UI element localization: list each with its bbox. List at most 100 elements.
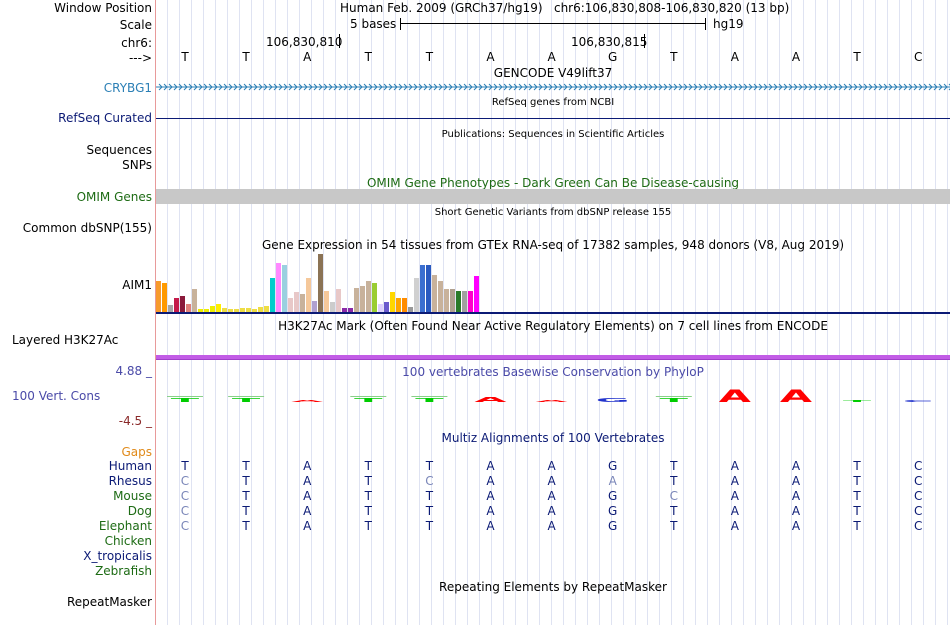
- gtex-tissue-bar[interactable]: [402, 298, 407, 313]
- gtex-tissue-bar[interactable]: [330, 302, 335, 313]
- gtex-tissue-bar[interactable]: [360, 286, 365, 313]
- strand-chevron: [563, 83, 568, 91]
- gtex-title[interactable]: Gene Expression in 54 tissues from GTEx …: [261, 238, 845, 252]
- strand-chevron: [333, 83, 338, 91]
- refseq-gene-line[interactable]: [156, 118, 950, 119]
- omim-label[interactable]: OMIM Genes: [76, 190, 152, 204]
- gencode-title[interactable]: GENCODE V49lift37: [493, 66, 613, 80]
- refseq-label[interactable]: RefSeq Curated: [58, 111, 152, 125]
- gtex-tissue-bar[interactable]: [450, 289, 455, 313]
- gtex-tissue-bar[interactable]: [408, 307, 413, 313]
- gtex-tissue-bar[interactable]: [216, 304, 221, 313]
- repeatmasker-label[interactable]: RepeatMasker: [66, 595, 152, 609]
- gtex-tissue-bar[interactable]: [414, 278, 419, 313]
- gtex-tissue-bar[interactable]: [294, 292, 299, 313]
- dbsnp-label[interactable]: Common dbSNP(155): [22, 221, 152, 235]
- gaps-label[interactable]: Gaps: [121, 445, 152, 459]
- gtex-tissue-bar[interactable]: [456, 291, 461, 313]
- gtex-tissue-bar[interactable]: [462, 291, 467, 313]
- gtex-tissue-bar[interactable]: [342, 308, 347, 313]
- gtex-tissue-bar[interactable]: [354, 288, 359, 313]
- gtex-tissue-bar[interactable]: [372, 283, 377, 313]
- gtex-tissue-bar[interactable]: [204, 309, 209, 313]
- h3k27ac-label[interactable]: Layered H3K27Ac: [12, 333, 119, 347]
- gtex-tissue-bar[interactable]: [186, 304, 191, 313]
- gtex-tissue-bar[interactable]: [468, 291, 473, 313]
- refseq-title[interactable]: RefSeq genes from NCBI: [491, 97, 615, 108]
- aligned-base: A: [486, 459, 495, 473]
- gtex-tissue-bar[interactable]: [426, 265, 431, 313]
- gtex-tissue-bar[interactable]: [246, 308, 251, 313]
- species-label[interactable]: Rhesus: [108, 474, 152, 488]
- aligned-base: T: [364, 504, 372, 518]
- species-label[interactable]: Human: [108, 459, 152, 473]
- gtex-tissue-bar[interactable]: [438, 281, 443, 313]
- strand-chevron: [348, 83, 353, 91]
- publications-sequences-label[interactable]: Sequences: [86, 143, 152, 157]
- strand-chevron: [433, 83, 438, 91]
- gtex-tissue-bar[interactable]: [444, 289, 449, 313]
- gtex-tissue-bar[interactable]: [390, 292, 395, 313]
- crybg1-gene-feature[interactable]: [156, 80, 950, 94]
- gtex-tissue-bar[interactable]: [396, 298, 401, 313]
- phylop-title[interactable]: 100 vertebrates Basewise Conservation by…: [402, 365, 704, 379]
- gtex-tissue-bar[interactable]: [198, 309, 203, 313]
- species-label[interactable]: Elephant: [98, 519, 152, 533]
- gtex-tissue-bar[interactable]: [348, 308, 353, 313]
- gtex-tissue-bar[interactable]: [312, 301, 317, 313]
- gtex-tissue-bar[interactable]: [288, 298, 293, 313]
- gtex-tissue-bar[interactable]: [252, 309, 257, 313]
- gtex-tissue-bar[interactable]: [234, 309, 239, 313]
- gtex-tissue-bar[interactable]: [240, 308, 245, 313]
- gtex-tissue-bar[interactable]: [228, 309, 233, 313]
- gtex-tissue-bar[interactable]: [168, 305, 173, 313]
- gtex-tissue-bar[interactable]: [174, 298, 179, 313]
- gtex-tissue-bar[interactable]: [210, 306, 215, 313]
- gtex-tissue-bar[interactable]: [222, 308, 227, 313]
- gtex-tissue-bar[interactable]: [276, 263, 281, 313]
- publications-snps-label[interactable]: SNPs: [122, 158, 152, 172]
- gtex-label[interactable]: AIM1: [122, 278, 152, 292]
- h3k27ac-signal[interactable]: [156, 355, 950, 359]
- species-label[interactable]: Dog: [127, 504, 152, 518]
- species-label[interactable]: X_tropicalis: [83, 549, 152, 563]
- strand-chevron: [523, 83, 528, 91]
- gtex-tissue-bar[interactable]: [318, 254, 323, 313]
- dbsnp-title[interactable]: Short Genetic Variants from dbSNP releas…: [434, 207, 672, 218]
- gtex-tissue-bar[interactable]: [324, 291, 329, 313]
- phylop-label[interactable]: 100 Vert. Cons: [12, 389, 101, 403]
- gtex-tissue-bar[interactable]: [282, 265, 287, 313]
- species-label[interactable]: Zebrafish: [95, 564, 152, 578]
- gtex-tissue-bar[interactable]: [378, 304, 383, 313]
- h3k27ac-title[interactable]: H3K27Ac Mark (Often Found Near Active Re…: [278, 319, 828, 333]
- species-label[interactable]: Mouse: [113, 489, 152, 503]
- gtex-tissue-bar[interactable]: [474, 276, 479, 313]
- gtex-tissue-bar[interactable]: [156, 281, 161, 313]
- gtex-expression-chart[interactable]: [156, 252, 536, 313]
- position-range[interactable]: chr6:106,830,808-106,830,820 (13 bp): [553, 1, 790, 15]
- gtex-tissue-bar[interactable]: [300, 294, 305, 313]
- gtex-tissue-bar[interactable]: [306, 278, 311, 313]
- gtex-tissue-bar[interactable]: [384, 302, 389, 313]
- gtex-tissue-bar[interactable]: [336, 289, 341, 313]
- publications-title[interactable]: Publications: Sequences in Scientific Ar…: [441, 129, 665, 140]
- gtex-tissue-bar[interactable]: [258, 307, 263, 313]
- gtex-tissue-bar[interactable]: [180, 296, 185, 313]
- strand-chevron: [608, 83, 613, 91]
- omim-title[interactable]: OMIM Gene Phenotypes - Dark Green Can Be…: [366, 176, 740, 190]
- gencode-label[interactable]: CRYBG1: [103, 81, 152, 95]
- species-alignment[interactable]: Human T T A T T A A G T A A T C Rhesus C T A T C A A A T A A T C Mou…: [0, 459, 950, 579]
- gtex-tissue-bar[interactable]: [264, 306, 269, 313]
- multiz-title[interactable]: Multiz Alignments of 100 Vertebrates: [441, 431, 665, 445]
- gtex-tissue-bar[interactable]: [420, 265, 425, 313]
- gtex-tissue-bar[interactable]: [162, 283, 167, 313]
- gtex-tissue-bar[interactable]: [270, 278, 275, 313]
- gtex-tissue-bar[interactable]: [432, 275, 437, 313]
- repeatmasker-title[interactable]: Repeating Elements by RepeatMasker: [439, 580, 667, 594]
- omim-gene-bar[interactable]: [156, 189, 950, 204]
- species-label[interactable]: Chicken: [104, 534, 152, 548]
- gtex-tissue-bar[interactable]: [192, 289, 197, 313]
- phylop-baseline-mark: [228, 396, 265, 397]
- gtex-tissue-bar[interactable]: [366, 281, 371, 313]
